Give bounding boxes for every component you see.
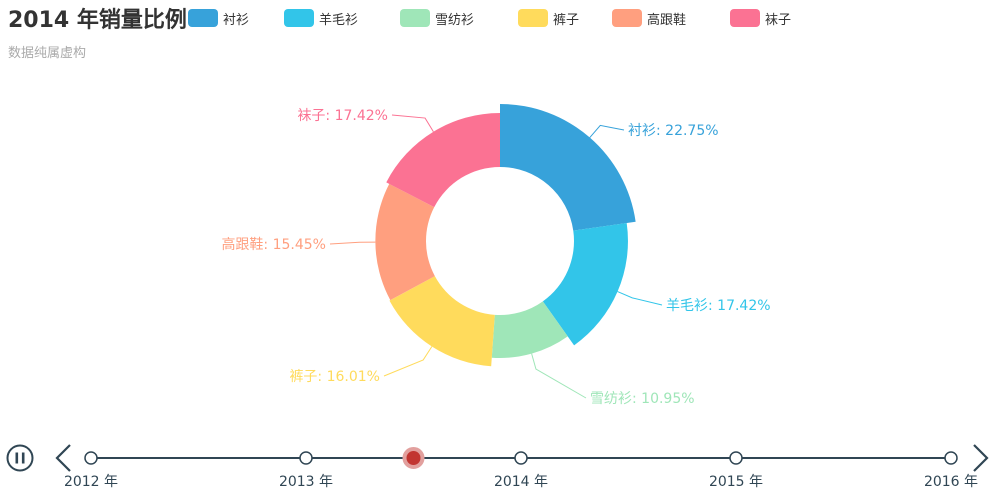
pause-icon [6, 444, 34, 472]
legend-label: 高跟鞋 [647, 12, 687, 28]
label-leader-line [617, 291, 663, 306]
timeline-tick[interactable] [944, 451, 958, 465]
timeline-tick[interactable] [729, 451, 743, 465]
rose-donut-chart: 衬衫: 22.75% 羊毛衫: 17.42% 雪纺衫: 10.95% 裤子: 16.0… [221, 104, 771, 407]
play-pause-button[interactable] [6, 444, 34, 472]
timeline-label[interactable]: 2012 年 [64, 474, 118, 490]
chevron-left-icon[interactable] [55, 444, 71, 472]
pie-slice[interactable] [389, 276, 495, 367]
legend-item[interactable]: 裤子 [518, 8, 579, 28]
legend-label: 羊毛衫 [319, 12, 359, 28]
legend-swatch [612, 9, 642, 27]
data-label: 羊毛衫: 17.42% [666, 298, 771, 314]
timeline-tick[interactable] [514, 451, 528, 465]
timeline-label[interactable]: 2013 年 [279, 474, 333, 490]
timeline-tick[interactable] [84, 451, 98, 465]
chart-subtitle: 数据纯属虚构 [8, 46, 87, 61]
legend-label: 裤子 [553, 12, 580, 28]
legend-item[interactable]: 衬衫 [188, 8, 249, 28]
pie-slice[interactable] [491, 301, 568, 358]
legend-swatch [730, 9, 760, 27]
chart-title: 2014 年销量比例 [8, 8, 187, 33]
legend-swatch [400, 9, 430, 27]
data-label: 裤子: 16.01% [289, 369, 380, 385]
data-label: 高跟鞋: 15.45% [221, 236, 326, 253]
label-leader-line [531, 353, 587, 399]
timeline-label[interactable]: 2015 年 [709, 474, 763, 490]
legend-item[interactable]: 雪纺衫 [400, 8, 474, 28]
data-label: 衬衫: 22.75% [628, 123, 719, 139]
legend-swatch [284, 9, 314, 27]
timeline-label[interactable]: 2014 年 [494, 474, 548, 490]
legend-item[interactable]: 高跟鞋 [612, 8, 686, 28]
legend-swatch [188, 9, 218, 27]
label-leader-line [329, 241, 376, 245]
legend-label: 雪纺衫 [435, 12, 475, 28]
pie-slice[interactable] [375, 183, 435, 301]
label-leader-line [391, 114, 434, 132]
timeline-label[interactable]: 2016 年 [924, 474, 978, 490]
legend-label: 袜子 [765, 12, 792, 28]
legend-item[interactable]: 袜子 [730, 8, 791, 28]
chevron-right-icon[interactable] [973, 444, 989, 472]
pie-slice[interactable] [500, 104, 636, 231]
legend-swatch [518, 9, 548, 27]
data-label: 雪纺衫: 10.95% [590, 391, 695, 407]
timeline-cursor[interactable] [402, 447, 425, 469]
data-label: 袜子: 17.42% [297, 108, 388, 124]
pie-slice[interactable] [386, 113, 500, 208]
timeline-tick[interactable] [299, 451, 313, 465]
label-leader-line [383, 346, 433, 377]
pie-slice[interactable] [542, 222, 628, 346]
label-leader-line [589, 124, 625, 138]
legend-item[interactable]: 羊毛衫 [284, 8, 358, 28]
legend-label: 衬衫 [223, 12, 250, 28]
